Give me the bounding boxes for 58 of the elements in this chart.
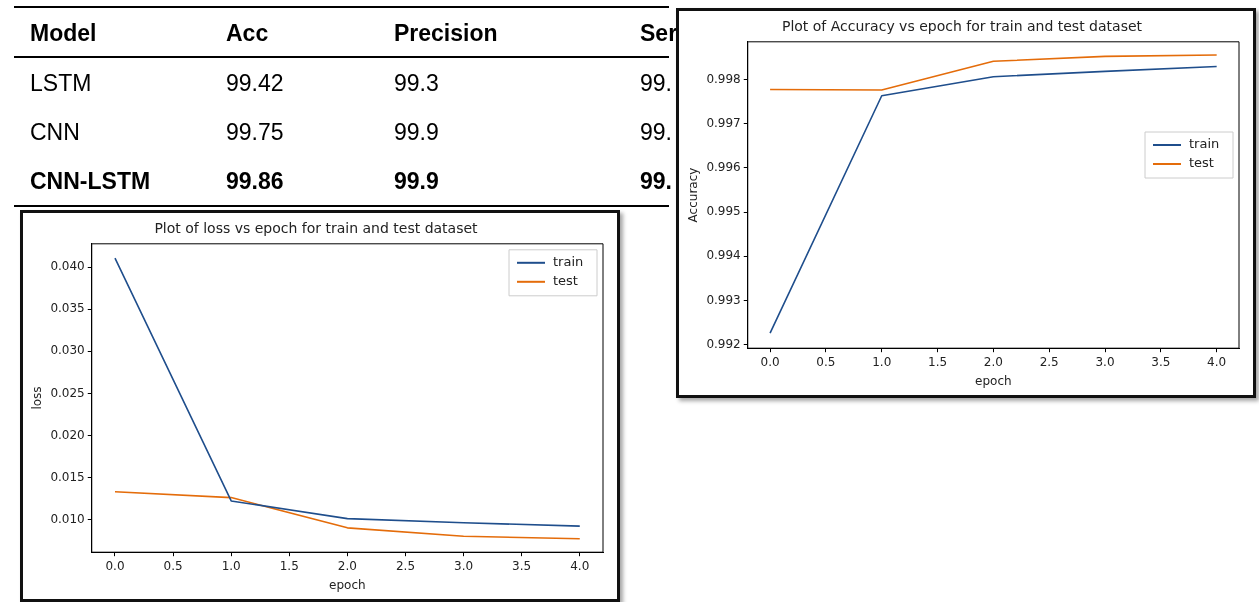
y-tick-label: 0.010 [50,511,85,526]
text: 99.9 [394,168,439,195]
x-tick-label: 2.5 [1039,354,1059,369]
text: 99.3 [394,70,439,97]
y-tick-label: 0.025 [50,385,85,400]
x-tick-label: 3.0 [454,558,474,573]
text: CNN [30,119,80,146]
text: 99. [640,168,672,195]
y-tick-label: 0.030 [50,343,85,358]
y-axis-title: Accuracy [686,167,701,223]
y-tick-label: 0.997 [706,115,741,130]
text: CNN-LSTM [30,168,151,195]
y-tick-label: 0.040 [50,259,85,274]
chart-title: Plot of Accuracy vs epoch for train and test dataset [781,18,1143,35]
y-tick-label: 0.993 [706,292,741,307]
y-tick-label: 0.998 [706,71,741,86]
x-tick-label: 4.0 [570,558,590,573]
y-tick-label: 0.994 [706,248,741,263]
text: 99.75 [226,119,284,146]
x-tick-label: 1.5 [279,558,299,573]
x-tick-label: 1.0 [872,354,892,369]
x-tick-label: 0.5 [163,558,183,573]
x-axis-title: epoch [329,577,366,592]
chart-title: Plot of loss vs epoch for train and test dataset [154,220,479,237]
x-tick-label: 0.0 [105,558,125,573]
y-tick-label: 0.020 [50,427,85,442]
text: 99.86 [226,168,284,195]
text: 99. [640,70,672,97]
y-tick-label: 0.035 [50,301,85,316]
x-tick-label: 2.5 [395,558,416,573]
y-tick-label: 0.992 [706,336,741,351]
category-label: Ser [640,20,678,47]
legend-label: test [553,273,578,289]
x-tick-label: 0.5 [816,354,836,369]
y-axis-title: loss [30,386,45,410]
legend-label: train [1189,136,1220,152]
x-tick-label: 0.0 [760,354,780,369]
x-tick-label: 4.0 [1207,354,1227,369]
category-label: Precision [394,20,498,47]
y-tick-label: 0.996 [706,159,741,174]
text: 99.9 [394,119,439,146]
text: 99. [640,119,672,146]
x-tick-label: 2.0 [337,558,357,573]
legend-label: test [1189,155,1214,171]
category-label: Model [30,20,97,47]
x-tick-label: 1.0 [221,558,241,573]
x-axis-title: epoch [975,373,1012,388]
x-tick-label: 3.5 [1151,354,1171,369]
x-tick-label: 3.0 [1095,354,1115,369]
text: LSTM [30,70,92,97]
y-tick-label: 0.995 [706,204,741,219]
category-label: Acc [226,20,269,47]
legend-label: train [553,254,584,270]
x-tick-label: 2.0 [983,354,1003,369]
x-tick-label: 3.5 [512,558,532,573]
y-tick-label: 0.015 [50,469,85,484]
x-tick-label: 1.5 [928,354,948,369]
text: 99.42 [226,70,284,97]
